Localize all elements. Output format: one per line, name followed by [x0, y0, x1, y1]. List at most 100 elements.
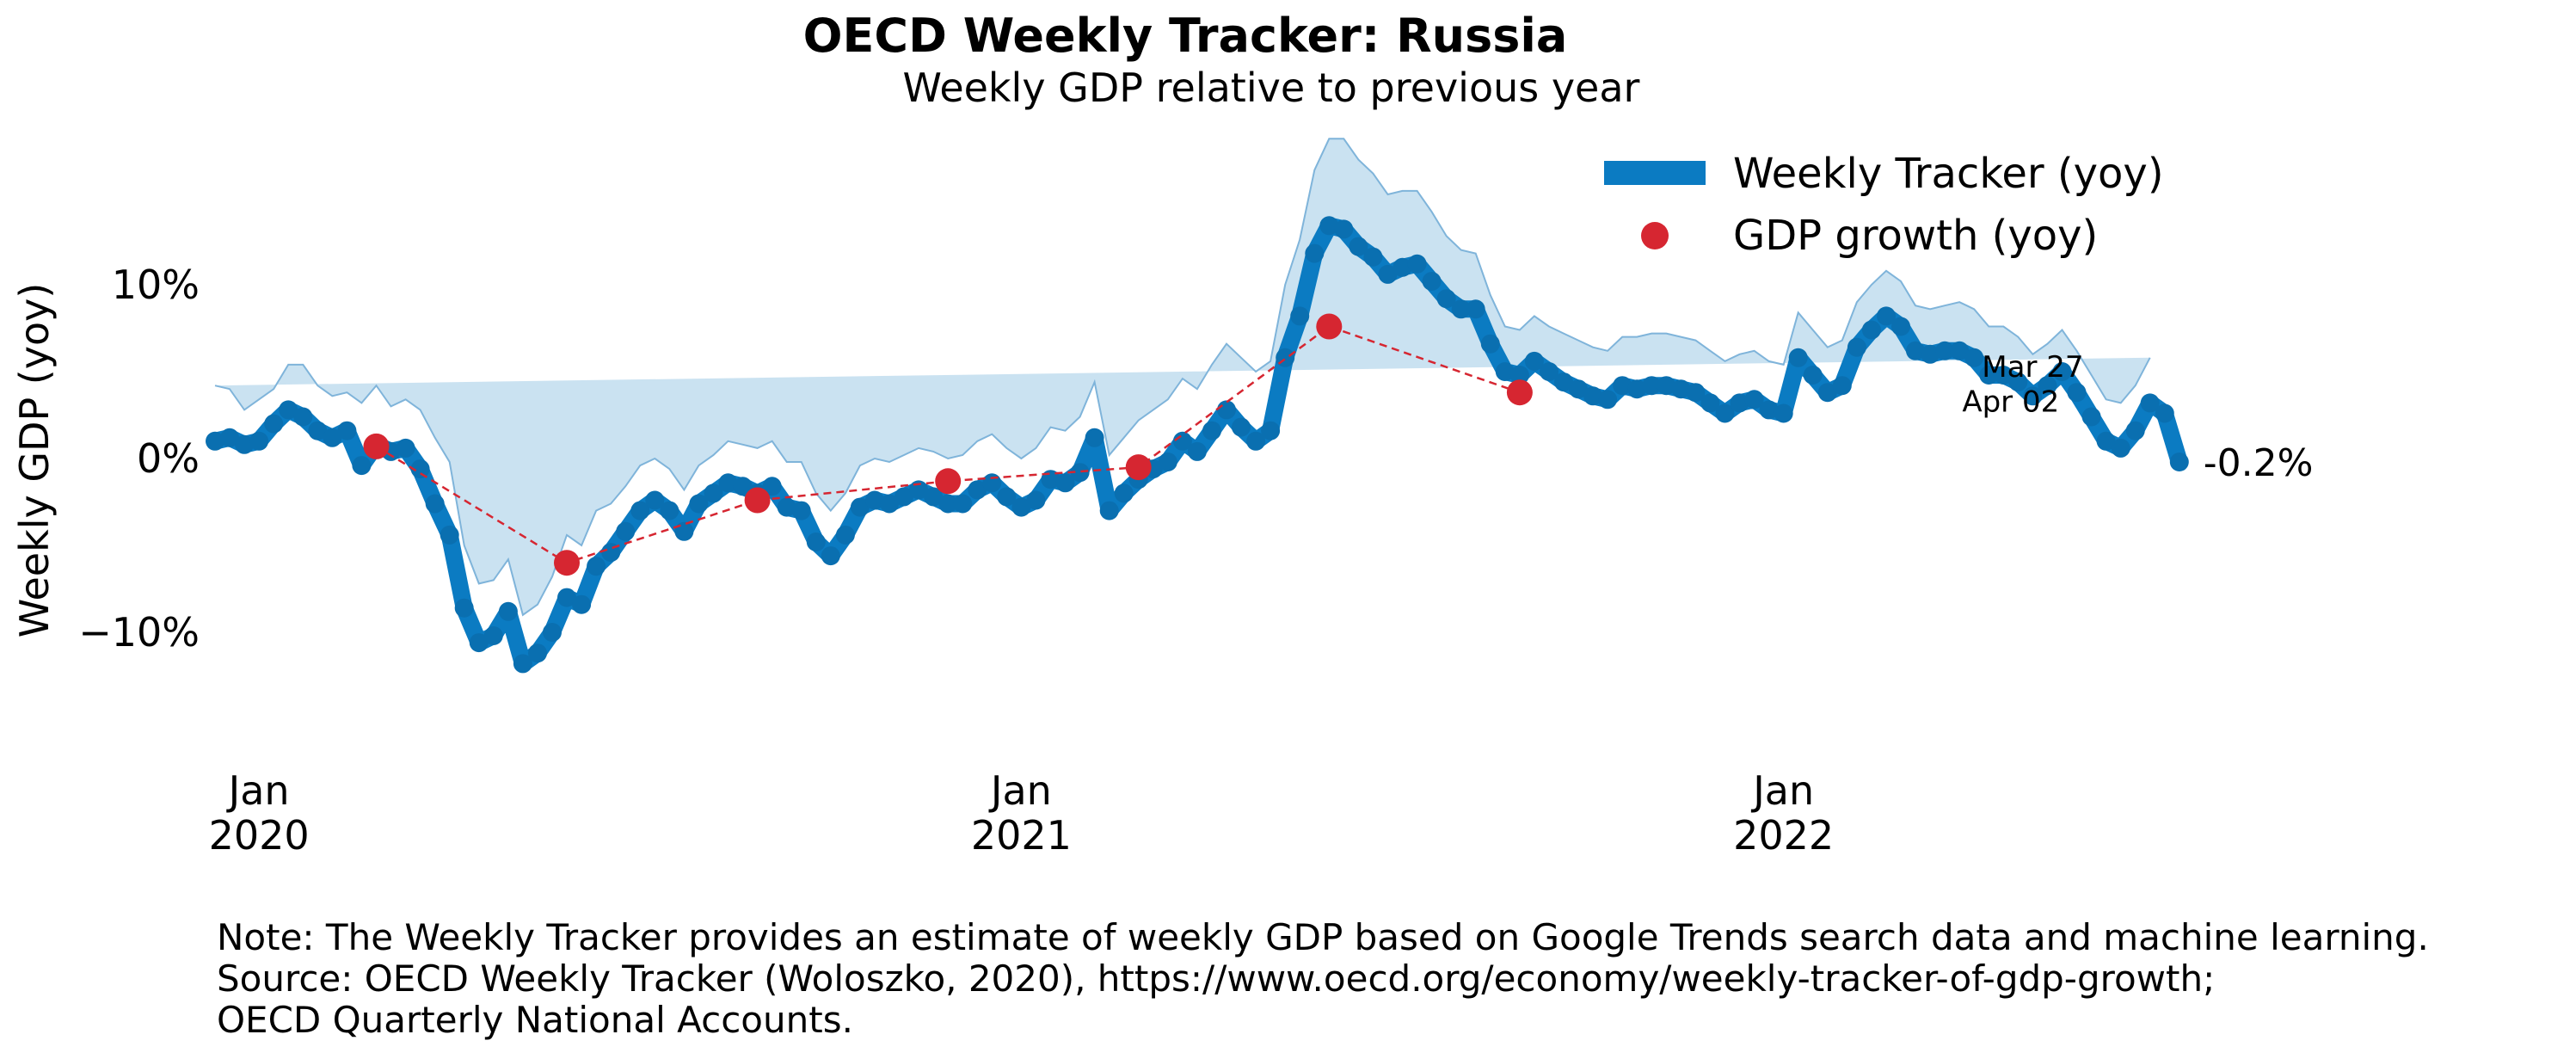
tracker-point	[895, 487, 913, 507]
tracker-point	[1715, 403, 1735, 423]
tracker-point	[572, 594, 592, 614]
tracker-point	[1832, 376, 1852, 396]
footnote: Note: The Weekly Tracker provides an est…	[217, 916, 2429, 1041]
tracker-point	[2038, 376, 2057, 396]
x-tick-year: 2022	[1733, 812, 1834, 859]
chart-subtitle: Weekly GDP relative to previous year	[903, 65, 1640, 111]
x-tick-month: Jan	[226, 767, 290, 814]
tracker-point	[630, 501, 650, 520]
gdp-growth-point	[1125, 454, 1152, 481]
tracker-point	[1393, 257, 1412, 277]
gdp-growth-point	[1316, 313, 1343, 340]
x-tick-year: 2021	[971, 812, 1072, 859]
tracker-point	[1466, 299, 1485, 319]
tracker-point	[835, 525, 855, 545]
tracker-point	[1202, 421, 1221, 440]
legend-tracker-swatch	[1604, 161, 1706, 185]
tracker-point	[587, 557, 606, 576]
tracker-point	[1495, 362, 1515, 381]
tracker-point	[1891, 317, 1910, 336]
tracker-point	[1598, 390, 1618, 409]
tracker-point	[924, 487, 944, 507]
tracker-point	[806, 533, 826, 551]
tracker-point	[2169, 453, 2189, 471]
tracker-point	[704, 483, 723, 503]
tracker-point	[645, 490, 665, 510]
tracker-point	[352, 456, 372, 476]
legend-gdp-label: GDP growth (yoy)	[1733, 212, 2098, 260]
tracker-point	[865, 490, 884, 510]
tracker-point	[1085, 428, 1104, 447]
tracker-point	[1744, 390, 1764, 409]
tracker-point	[1686, 383, 1706, 403]
tracker-point	[1246, 431, 1266, 451]
tracker-point	[483, 626, 503, 645]
tracker-point	[2008, 372, 2028, 392]
tracker-point	[1172, 431, 1192, 451]
tracker-point	[440, 525, 459, 545]
tracker-point	[1847, 337, 1866, 357]
y-tick-label: −10%	[78, 609, 200, 656]
tracker-point	[1319, 216, 1339, 236]
tracker-point	[235, 434, 255, 454]
tracker-point	[1509, 366, 1529, 385]
note-line-2: Source: OECD Weekly Tracker (Woloszko, 2…	[217, 957, 2215, 1000]
tracker-point	[997, 487, 1017, 507]
legend: Weekly Tracker (yoy) GDP growth (yoy)	[1604, 150, 2164, 260]
date-annotation: Mar 27	[1982, 350, 2083, 385]
tracker-point	[1114, 483, 1134, 503]
tracker-point	[2125, 421, 2145, 440]
note-line-3: OECD Quarterly National Accounts.	[217, 999, 853, 1041]
tracker-point	[1334, 219, 1354, 239]
tracker-point	[1451, 299, 1471, 319]
tracker-point	[1861, 320, 1881, 340]
x-tick-month: Jan	[1750, 767, 1814, 814]
tracker-point	[1569, 379, 1588, 399]
tracker-point	[1613, 376, 1632, 396]
tracker-point	[396, 438, 415, 458]
tracker-confidence-band	[214, 138, 2151, 617]
tracker-point	[1803, 366, 1823, 385]
tracker-point	[323, 428, 342, 447]
gdp-growth-points	[363, 313, 1533, 576]
tracker-point	[2023, 386, 2043, 406]
tracker-point	[1261, 421, 1281, 440]
tracker-point	[2067, 383, 2087, 403]
tracker-point	[1232, 417, 1251, 437]
tracker-point	[1994, 366, 2013, 385]
tracker-point	[1363, 247, 1383, 267]
x-tick-year: 2020	[209, 812, 310, 859]
tracker-point	[1187, 441, 1207, 461]
tracker-point	[454, 598, 474, 618]
tracker-point	[1817, 383, 1837, 403]
tracker-point	[1950, 341, 1970, 360]
tracker-point	[1217, 400, 1236, 420]
tracker-point	[410, 459, 430, 479]
gdp-growth-point	[744, 487, 771, 514]
gdp-growth-point	[935, 468, 962, 495]
tracker-point	[1921, 344, 1940, 364]
tracker-point	[777, 497, 796, 517]
tracker-point	[1055, 473, 1075, 493]
legend-gdp-swatch	[1641, 222, 1669, 249]
tracker-point	[791, 501, 811, 520]
tracker-point	[880, 494, 899, 514]
tracker-point	[264, 414, 284, 434]
tracker-point	[469, 633, 489, 653]
legend-tracker-label: Weekly Tracker (yoy)	[1733, 150, 2164, 198]
tracker-point	[968, 480, 987, 500]
tracker-point	[1583, 386, 1603, 406]
tracker-point	[337, 421, 357, 440]
tracker-point	[1935, 341, 1955, 360]
tracker-point	[1305, 243, 1325, 263]
tracker-point	[762, 477, 782, 496]
tracker-point	[2096, 431, 2116, 451]
tracker-point	[1540, 362, 1559, 381]
tracker-point	[1774, 403, 1793, 423]
tracker-point	[1276, 348, 1295, 367]
tracker-point	[513, 654, 532, 674]
tracker-point	[308, 421, 328, 440]
tracker-point	[1554, 372, 1573, 392]
tracker-point	[674, 521, 694, 541]
tracker-point	[1700, 393, 1720, 413]
